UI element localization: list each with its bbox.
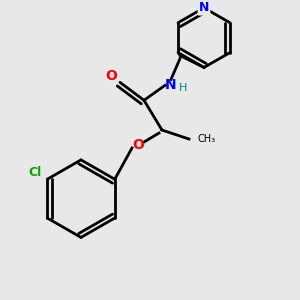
Text: O: O: [132, 138, 144, 152]
Text: N: N: [199, 1, 209, 14]
Text: O: O: [105, 69, 117, 83]
Text: H: H: [179, 83, 187, 93]
Text: Cl: Cl: [29, 166, 42, 179]
Text: N: N: [165, 78, 177, 92]
Text: CH₃: CH₃: [198, 134, 216, 144]
